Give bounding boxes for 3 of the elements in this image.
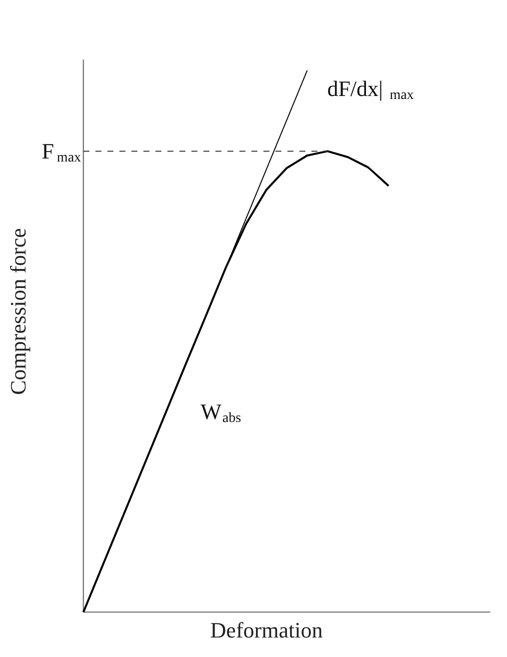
annotation: dF/dx|max	[327, 76, 414, 103]
x-axis-title: Deformation	[210, 618, 323, 642]
y-axis-title: Compression force	[6, 228, 30, 395]
